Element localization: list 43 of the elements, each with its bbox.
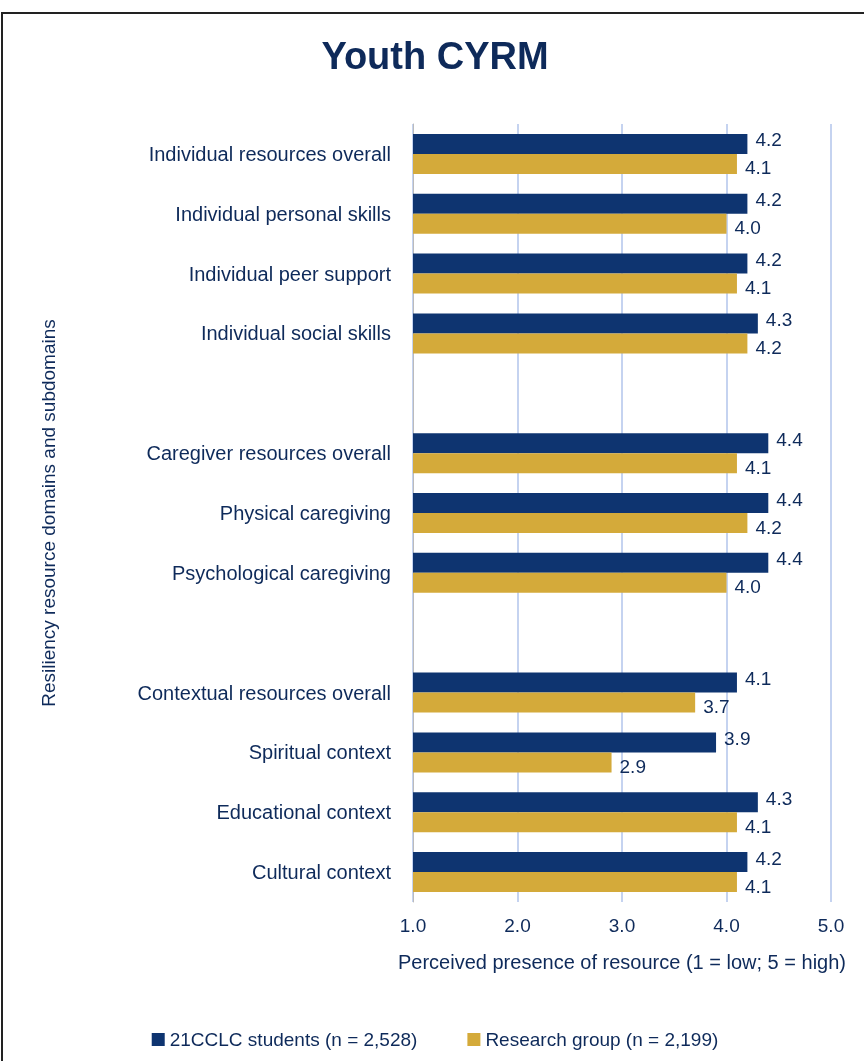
y-tick-label: Individual personal skills	[175, 202, 391, 225]
y-tick-label: Physical caregiving	[219, 502, 391, 524]
y-tick-label: Cultural context	[252, 861, 392, 884]
data-label: 4.4	[776, 548, 804, 570]
legend-label: Research group (n = 2,199)	[485, 1029, 719, 1050]
x-axis-title: Perceived presence of resource (1 = low; 5 = high)	[397, 951, 847, 973]
data-label: 4.2	[755, 336, 782, 358]
data-label: 4.1	[744, 668, 772, 690]
y-tick-label: Educational context	[216, 801, 392, 824]
data-label: 4.2	[755, 249, 782, 271]
data-label: 4.2	[755, 847, 782, 869]
data-label: 3.7	[703, 696, 730, 718]
y-axis-title: Resiliency resource domains and subdomains	[38, 319, 59, 707]
chart-title: Youth CYRM	[321, 35, 549, 77]
data-label: 4.3	[765, 308, 793, 330]
data-label: 4.4	[776, 428, 804, 450]
data-label: 4.4	[776, 488, 804, 510]
data-label: 4.2	[755, 189, 782, 211]
y-tick-label: Individual resources overall	[148, 142, 391, 165]
y-tick-label: Individual social skills	[200, 322, 391, 345]
data-label: 4.1	[744, 456, 772, 478]
y-tick-label: Contextual resources overall	[137, 681, 391, 704]
x-tick-label: 4.0	[713, 915, 740, 936]
data-label: 3.9	[724, 727, 751, 749]
data-label: 4.3	[765, 787, 793, 809]
data-label: 4.1	[744, 815, 772, 837]
x-tick-label: 1.0	[399, 915, 427, 936]
x-tick-label: 5.0	[817, 915, 845, 936]
y-tick-label: Spiritual context	[248, 741, 392, 764]
data-label: 2.9	[619, 755, 646, 777]
data-label: 4.0	[734, 576, 761, 598]
x-tick-label: 2.0	[504, 915, 531, 936]
data-label: 4.1	[744, 157, 772, 179]
x-tick-label: 3.0	[608, 915, 636, 936]
legend-label: 21CCLC students (n = 2,528)	[169, 1029, 418, 1050]
data-label: 4.0	[734, 217, 761, 239]
data-label: 4.1	[744, 277, 772, 299]
y-tick-label: Psychological caregiving	[171, 561, 391, 584]
y-tick-label: Caregiver resources overall	[146, 442, 391, 465]
y-tick-label: Individual peer support	[188, 262, 392, 285]
data-label: 4.2	[755, 129, 782, 151]
data-label: 4.1	[744, 875, 772, 897]
data-label: 4.2	[755, 516, 782, 538]
